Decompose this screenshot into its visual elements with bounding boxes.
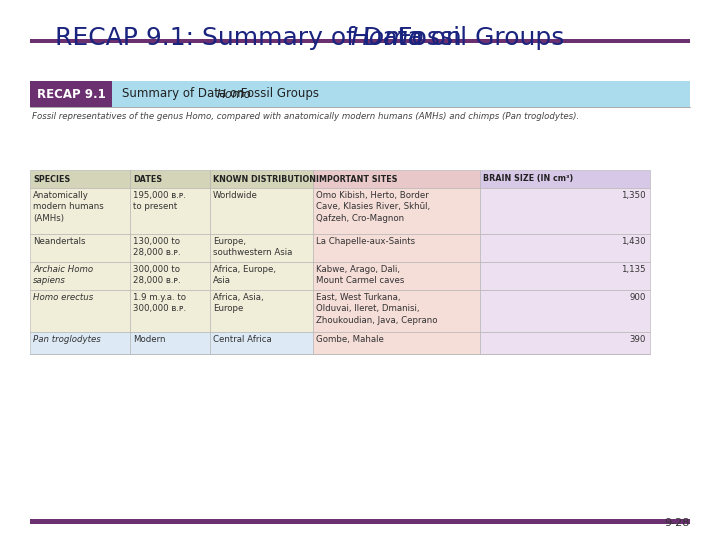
Bar — [480, 188, 650, 234]
Text: Fossil Groups: Fossil Groups — [390, 26, 564, 50]
Text: Anatomically
modern humans
(AMHs): Anatomically modern humans (AMHs) — [33, 191, 104, 223]
Text: La Chapelle-aux-Saints: La Chapelle-aux-Saints — [316, 237, 415, 246]
Bar — [30, 234, 130, 262]
Bar — [210, 170, 313, 188]
Bar — [313, 234, 480, 262]
Text: Pan troglodytes: Pan troglodytes — [33, 335, 101, 344]
Text: Omo Kibish, Herto, Border
Cave, Klasies River, Skhūl,
Qafzeh, Cro-Magnon: Omo Kibish, Herto, Border Cave, Klasies … — [316, 191, 430, 223]
Text: Homo: Homo — [351, 26, 424, 50]
Text: BRAIN SIZE (IN cm³): BRAIN SIZE (IN cm³) — [483, 174, 573, 184]
Bar — [30, 290, 130, 332]
Bar — [210, 290, 313, 332]
Text: 1,430: 1,430 — [621, 237, 646, 246]
Bar — [210, 332, 313, 354]
Text: KNOWN DISTRIBUTION: KNOWN DISTRIBUTION — [213, 174, 316, 184]
Text: SPECIES: SPECIES — [33, 174, 71, 184]
Text: RECAP 9.1: RECAP 9.1 — [37, 87, 105, 100]
Text: 130,000 to
28,000 ʙ.ᴘ.: 130,000 to 28,000 ʙ.ᴘ. — [133, 237, 181, 258]
Bar — [130, 188, 210, 234]
Text: Worldwide: Worldwide — [213, 191, 258, 200]
Text: Neandertals: Neandertals — [33, 237, 86, 246]
Text: 390: 390 — [629, 335, 646, 344]
Bar — [130, 262, 210, 290]
Text: Modern: Modern — [133, 335, 166, 344]
Bar — [30, 188, 130, 234]
Text: Fossil representatives of the genus Homo, compared with anatomically modern huma: Fossil representatives of the genus Homo… — [32, 112, 580, 121]
Text: Europe,
southwestern Asia: Europe, southwestern Asia — [213, 237, 292, 258]
Bar — [313, 262, 480, 290]
Text: Homo erectus: Homo erectus — [33, 293, 94, 302]
Bar — [480, 170, 650, 188]
Text: Kabwe, Arago, Dali,
Mount Carmel caves: Kabwe, Arago, Dali, Mount Carmel caves — [316, 265, 405, 286]
Bar — [480, 290, 650, 332]
Bar — [30, 170, 130, 188]
Text: East, West Turkana,
Olduvai, Ileret, Dmanisi,
Zhoukoudian, Java, Ceprano: East, West Turkana, Olduvai, Ileret, Dma… — [316, 293, 438, 325]
Text: IMPORTANT SITES: IMPORTANT SITES — [316, 174, 397, 184]
Text: Fossil Groups: Fossil Groups — [237, 87, 319, 100]
Bar — [210, 188, 313, 234]
Bar — [480, 262, 650, 290]
Text: Gombe, Mahale: Gombe, Mahale — [316, 335, 384, 344]
Bar — [130, 170, 210, 188]
Bar — [210, 234, 313, 262]
Text: DATES: DATES — [133, 174, 162, 184]
Bar — [313, 170, 480, 188]
Text: 9-28: 9-28 — [665, 518, 690, 528]
Bar — [130, 290, 210, 332]
Bar — [480, 234, 650, 262]
Text: Africa, Asia,
Europe: Africa, Asia, Europe — [213, 293, 264, 313]
Bar — [30, 332, 130, 354]
Bar — [30, 262, 130, 290]
Text: 300,000 to
28,000 ʙ.ᴘ.: 300,000 to 28,000 ʙ.ᴘ. — [133, 265, 181, 286]
Text: RECAP 9.1: Summary of Data on: RECAP 9.1: Summary of Data on — [55, 26, 469, 50]
Text: 1,350: 1,350 — [621, 191, 646, 200]
Bar — [30, 39, 690, 43]
Text: 1.9 m.y.a. to
300,000 ʙ.ᴘ.: 1.9 m.y.a. to 300,000 ʙ.ᴘ. — [133, 293, 186, 313]
Bar — [30, 81, 112, 107]
Text: Central Africa: Central Africa — [213, 335, 271, 344]
Text: 1,135: 1,135 — [621, 265, 646, 274]
Bar — [480, 332, 650, 354]
Bar — [30, 81, 690, 107]
Bar — [130, 234, 210, 262]
Text: 900: 900 — [629, 293, 646, 302]
Text: Africa, Europe,
Asia: Africa, Europe, Asia — [213, 265, 276, 286]
Bar — [130, 332, 210, 354]
Bar — [313, 332, 480, 354]
Text: Archaic Homo
sapiens: Archaic Homo sapiens — [33, 265, 93, 286]
Text: 195,000 ʙ.ᴘ.
to present: 195,000 ʙ.ᴘ. to present — [133, 191, 186, 212]
Bar — [313, 290, 480, 332]
Bar — [210, 262, 313, 290]
Bar — [30, 519, 690, 524]
Bar — [313, 188, 480, 234]
Text: Homo: Homo — [217, 87, 252, 100]
Text: Summary of Data on: Summary of Data on — [122, 87, 248, 100]
